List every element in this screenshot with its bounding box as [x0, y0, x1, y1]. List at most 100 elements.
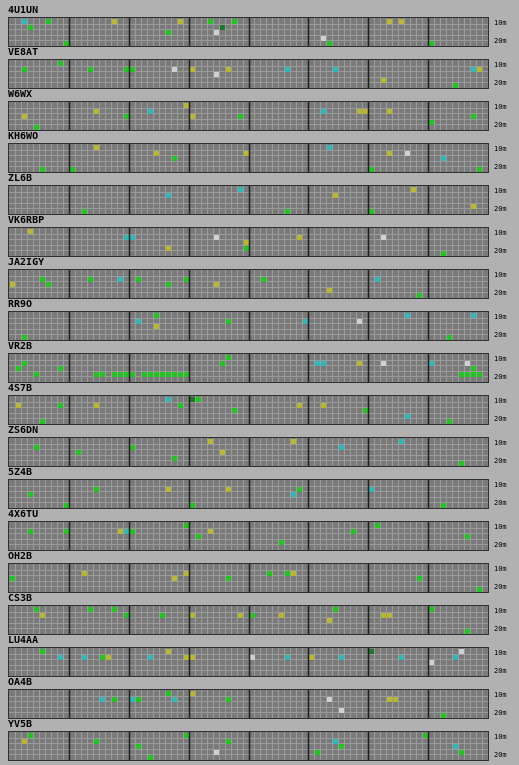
beacon-callsign: 4S7B — [8, 383, 33, 394]
signal-spot — [333, 193, 338, 198]
signal-spot — [405, 313, 410, 318]
beacon-row: 4S7B 10m 20m — [0, 383, 519, 425]
signal-spot — [112, 607, 117, 612]
band-timeline-grid — [8, 479, 489, 509]
signal-spot — [477, 67, 482, 72]
signal-spot — [184, 655, 189, 660]
band-timeline-grid — [8, 143, 489, 173]
signal-spot — [124, 372, 129, 377]
signal-spot — [148, 655, 153, 660]
signal-spot — [190, 691, 195, 696]
signal-spot — [333, 607, 338, 612]
band-timeline-grid — [8, 605, 489, 635]
signal-spot — [220, 25, 225, 30]
signal-spot — [154, 313, 159, 318]
signal-spot — [327, 618, 332, 623]
signal-spot — [447, 335, 452, 340]
signal-spot — [148, 755, 153, 760]
signal-spot — [40, 613, 45, 618]
signal-spot — [82, 571, 87, 576]
signal-spot — [291, 571, 296, 576]
beacon-callsign: JA2IGY — [8, 257, 45, 268]
band-timeline-grid — [8, 521, 489, 551]
signal-spot — [214, 72, 219, 77]
band-label-top: 10m — [494, 61, 507, 69]
band-label-bottom: 20m — [494, 751, 507, 759]
signal-spot — [297, 403, 302, 408]
signal-spot — [46, 19, 51, 24]
signal-spot — [184, 277, 189, 282]
signal-spot — [453, 655, 458, 660]
beacon-row: OA4B 10m 20m — [0, 677, 519, 719]
band-timeline-grid — [8, 269, 489, 299]
signal-spot — [22, 114, 27, 119]
band-label-bottom: 20m — [494, 625, 507, 633]
signal-spot — [172, 67, 177, 72]
band-label-top: 10m — [494, 187, 507, 195]
signal-spot — [226, 739, 231, 744]
beacon-callsign: CS3B — [8, 593, 33, 604]
signal-spot — [28, 492, 33, 497]
signal-spot — [136, 277, 141, 282]
signal-spot — [166, 487, 171, 492]
signal-spot — [429, 660, 434, 665]
signal-spot — [339, 744, 344, 749]
band-label-bottom: 20m — [494, 289, 507, 297]
band-label-top: 10m — [494, 355, 507, 363]
signal-spot — [208, 19, 213, 24]
signal-spot — [214, 30, 219, 35]
signal-spot — [22, 19, 27, 24]
signal-spot — [441, 713, 446, 718]
band-label-bottom: 20m — [494, 163, 507, 171]
signal-spot — [142, 372, 147, 377]
signal-spot — [267, 571, 272, 576]
signal-spot — [261, 277, 266, 282]
signal-spot — [112, 372, 117, 377]
signal-spot — [166, 691, 171, 696]
beacon-row: 5Z4B 10m 20m — [0, 467, 519, 509]
signal-spot — [172, 456, 177, 461]
signal-spot — [178, 372, 183, 377]
band-label-bottom: 20m — [494, 457, 507, 465]
beacon-row: VR2B 10m 20m — [0, 341, 519, 383]
signal-spot — [429, 120, 434, 125]
beacon-row: JA2IGY 10m 20m — [0, 257, 519, 299]
signal-spot — [459, 461, 464, 466]
signal-spot — [369, 167, 374, 172]
beacon-row: KH6WO 10m 20m — [0, 131, 519, 173]
signal-spot — [82, 655, 87, 660]
signal-spot — [34, 372, 39, 377]
band-label-top: 10m — [494, 523, 507, 531]
signal-spot — [423, 733, 428, 738]
band-label-bottom: 20m — [494, 247, 507, 255]
signal-spot — [387, 109, 392, 114]
band-label-bottom: 20m — [494, 583, 507, 591]
signal-spot — [291, 492, 296, 497]
signal-spot — [58, 655, 63, 660]
signal-spot — [64, 529, 69, 534]
signal-spot — [184, 372, 189, 377]
band-label-bottom: 20m — [494, 79, 507, 87]
beacon-callsign: ZL6B — [8, 173, 33, 184]
signal-spot — [333, 67, 338, 72]
signal-spot — [124, 529, 129, 534]
signal-spot — [166, 246, 171, 251]
signal-spot — [363, 109, 368, 114]
signal-spot — [184, 733, 189, 738]
signal-spot — [220, 361, 225, 366]
signal-spot — [28, 229, 33, 234]
band-label-top: 10m — [494, 607, 507, 615]
beacon-row: LU4AA 10m 20m — [0, 635, 519, 677]
band-label-top: 10m — [494, 649, 507, 657]
signal-spot — [214, 235, 219, 240]
signal-spot — [333, 739, 338, 744]
signal-spot — [46, 282, 51, 287]
band-timeline-grid — [8, 59, 489, 89]
signal-spot — [405, 414, 410, 419]
signal-spot — [447, 419, 452, 424]
signal-spot — [417, 576, 422, 581]
signal-spot — [100, 372, 105, 377]
beacon-row: RR9O 10m 20m — [0, 299, 519, 341]
band-timeline-grid — [8, 437, 489, 467]
signal-spot — [94, 109, 99, 114]
